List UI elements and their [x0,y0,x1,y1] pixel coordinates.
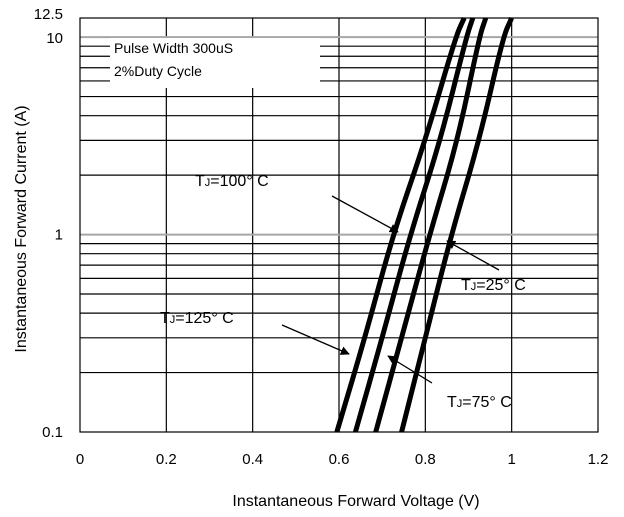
series-label: TJ=25° C [461,277,526,294]
series-line [399,16,514,433]
y-axis-title: Instantaneous Forward Current (A) [13,105,30,352]
series-arrow [387,355,433,384]
series-line [373,17,489,433]
note-duty-cycle: 2%Duty Cycle [114,63,202,79]
y-tick-label: 1 [55,227,63,244]
x-tick-label: 0.6 [329,451,350,468]
x-tick-label: 0.8 [415,451,436,468]
series-label: TJ=125° C [160,310,234,327]
x-tick-label: 1.2 [588,451,609,468]
series-arrow [331,195,399,233]
series-label: TJ=75° C [447,394,512,411]
x-tick-label: 0 [76,451,84,468]
y-tick-label: 0.1 [42,424,63,441]
x-axis-title: Instantaneous Forward Voltage (V) [232,493,479,510]
x-tick-label: 0.2 [156,451,177,468]
x-tick-label: 0.4 [242,451,263,468]
series-line [334,16,467,433]
y-tick-label: 12.5 [34,6,63,23]
y-tick-label: 10 [46,30,63,47]
note-box [110,38,320,88]
series-arrow [281,324,350,355]
series-line [352,17,476,433]
tick-labels: 0 0.2 0.4 0.6 0.8 1 1.2 0.1 1 10 12.5 [34,6,609,468]
note-pulse-width: Pulse Width 300uS [114,40,233,56]
series-arrow [446,240,500,271]
curves [334,16,514,433]
series-label: TJ=100° C [195,173,269,190]
grid [80,18,598,432]
x-tick-label: 1 [507,451,515,468]
annotations: TJ=125° C TJ=100° C TJ=75° C TJ=25° C [160,173,526,411]
